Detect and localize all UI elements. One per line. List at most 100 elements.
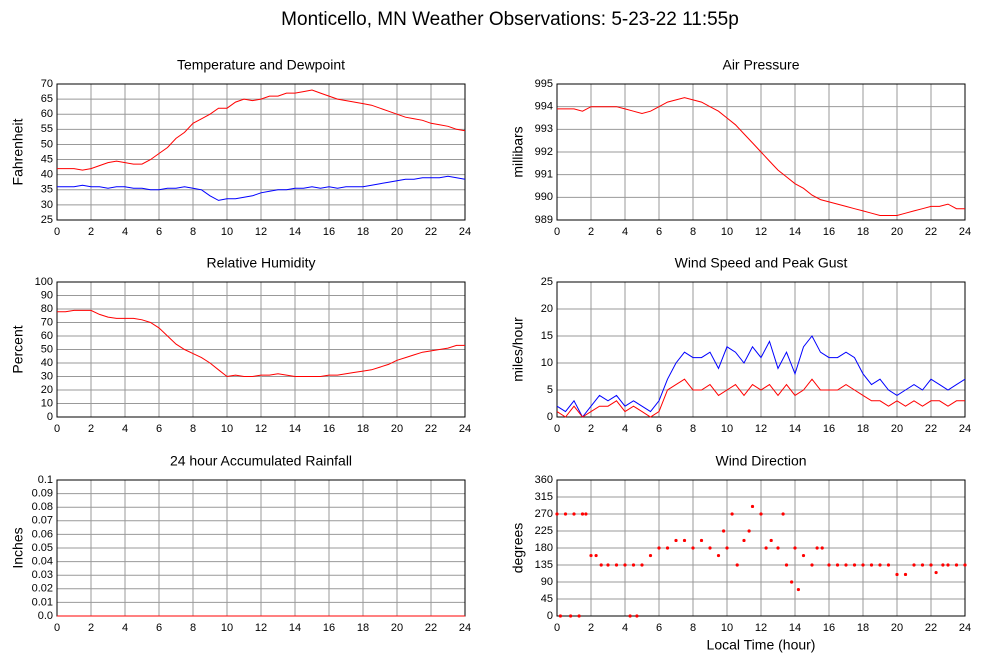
y-tick-label: 25 [41,214,53,226]
y-tick-label: 0.07 [32,515,53,527]
y-tick-label: 35 [41,184,53,196]
point [708,546,712,550]
x-tick-label: 0 [554,622,560,634]
x-tick-label: 22 [925,622,937,634]
x-tick-label: 18 [357,226,369,238]
point [781,512,785,516]
point [635,614,639,618]
x-tick-label: 24 [959,622,971,634]
line [556,335,966,418]
y-tick-label: 0 [547,411,553,423]
line [556,378,965,418]
x-tick-label: 10 [721,226,733,238]
line [57,309,465,378]
x-tick-label: 18 [357,423,369,435]
x-tick-label: 22 [425,622,437,634]
point [725,546,729,550]
y-tick-label: 50 [41,343,53,355]
point [747,529,751,533]
point [555,512,559,516]
point [716,553,721,558]
point [895,572,899,577]
x-tick-label: 18 [357,622,369,634]
y-tick-label: 55 [41,123,53,135]
panel-title: 24 hour Accumulated Rainfall [170,453,352,469]
y-tick-label: 0.03 [32,569,53,581]
x-tick-label: 12 [755,423,767,435]
point [682,538,687,543]
y-tick-label: 0.06 [32,528,53,540]
y-axis-label: Fahrenheit [10,118,26,185]
x-tick-label: 6 [156,423,162,435]
y-axis-label: millibars [510,126,526,177]
point [801,553,806,558]
y-tick-label: 0.0 [38,610,53,622]
x-tick-label: 14 [789,226,801,238]
y-tick-label: 25 [541,276,553,288]
point [558,614,563,618]
x-tick-label: 24 [459,423,471,435]
y-tick-label: 990 [535,191,553,203]
point [861,563,865,567]
panel-title: Wind Speed and Peak Gust [675,255,848,271]
point [784,563,789,567]
y-tick-label: 30 [41,199,53,211]
point [730,512,734,516]
y-tick-label: 90 [541,576,553,588]
point [699,538,704,543]
y-tick-label: 100 [35,276,53,288]
y-tick-label: 70 [41,78,53,90]
x-tick-label: 4 [622,622,628,634]
y-tick-label: 0.01 [32,596,53,608]
y-tick-label: 993 [535,123,553,135]
point [577,614,581,618]
y-tick-label: 65 [41,93,53,105]
point [827,563,831,567]
y-axis-label: degrees [510,523,526,574]
plot-frame [56,83,466,221]
y-tick-label: 180 [535,542,553,554]
plot-frame [556,281,966,418]
x-tick-label: 8 [690,226,696,238]
point [735,563,739,567]
point [941,563,945,567]
x-tick-label: 14 [789,423,801,435]
y-tick-label: 20 [41,384,53,396]
y-tick-label: 15 [541,330,553,342]
y-tick-label: 45 [541,593,553,605]
x-tick-label: 2 [588,423,594,435]
y-tick-label: 90 [41,289,53,301]
y-tick-label: 60 [41,330,53,342]
x-tick-label: 18 [857,622,869,634]
plot-frame [556,83,966,221]
x-tick-label: 0 [54,226,60,238]
x-tick-label: 20 [891,622,903,634]
x-tick-label: 20 [391,622,403,634]
point [606,563,610,567]
point [764,546,768,550]
point [852,563,857,567]
x-tick-label: 14 [289,226,301,238]
x-tick-label: 4 [122,622,128,634]
x-tick-label: 18 [857,423,869,435]
x-tick-label: 20 [391,423,403,435]
y-tick-label: 60 [41,108,53,120]
y-tick-label: 994 [535,101,553,113]
point [648,553,653,558]
point [810,563,814,567]
line [57,175,466,201]
y-tick-label: 40 [41,169,53,181]
point [886,563,891,567]
point [628,614,632,618]
x-tick-label: 14 [289,622,301,634]
point [722,529,726,533]
x-tick-label: 0 [54,622,60,634]
page-title: Monticello, MN Weather Observations: 5-2… [281,9,739,30]
point [640,563,644,567]
line [57,89,466,171]
point [657,546,661,550]
point [584,512,588,516]
y-tick-label: 0.1 [38,474,53,486]
point [929,563,933,567]
x-tick-label: 10 [721,622,733,634]
